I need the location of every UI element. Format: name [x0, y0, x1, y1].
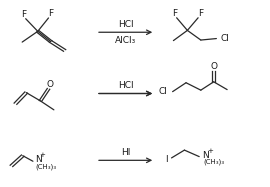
Text: F: F — [172, 9, 177, 18]
Text: Cl: Cl — [221, 33, 230, 42]
Text: HI: HI — [121, 148, 130, 157]
Text: HCl: HCl — [118, 81, 133, 90]
Text: Cl: Cl — [158, 87, 167, 96]
Text: (CH₃)₃: (CH₃)₃ — [36, 164, 57, 170]
Text: +: + — [207, 148, 213, 154]
Text: HCl: HCl — [118, 20, 133, 29]
Text: O: O — [46, 80, 53, 89]
Text: I: I — [166, 155, 168, 164]
Text: O: O — [210, 62, 217, 71]
Text: F: F — [198, 9, 203, 18]
Text: F: F — [21, 10, 26, 19]
Text: N: N — [202, 151, 209, 160]
Text: F: F — [48, 9, 53, 18]
Text: AlCl₃: AlCl₃ — [115, 36, 136, 45]
Text: +: + — [40, 152, 46, 158]
Text: (CH₃)₃: (CH₃)₃ — [203, 159, 224, 165]
Text: N: N — [35, 154, 42, 163]
